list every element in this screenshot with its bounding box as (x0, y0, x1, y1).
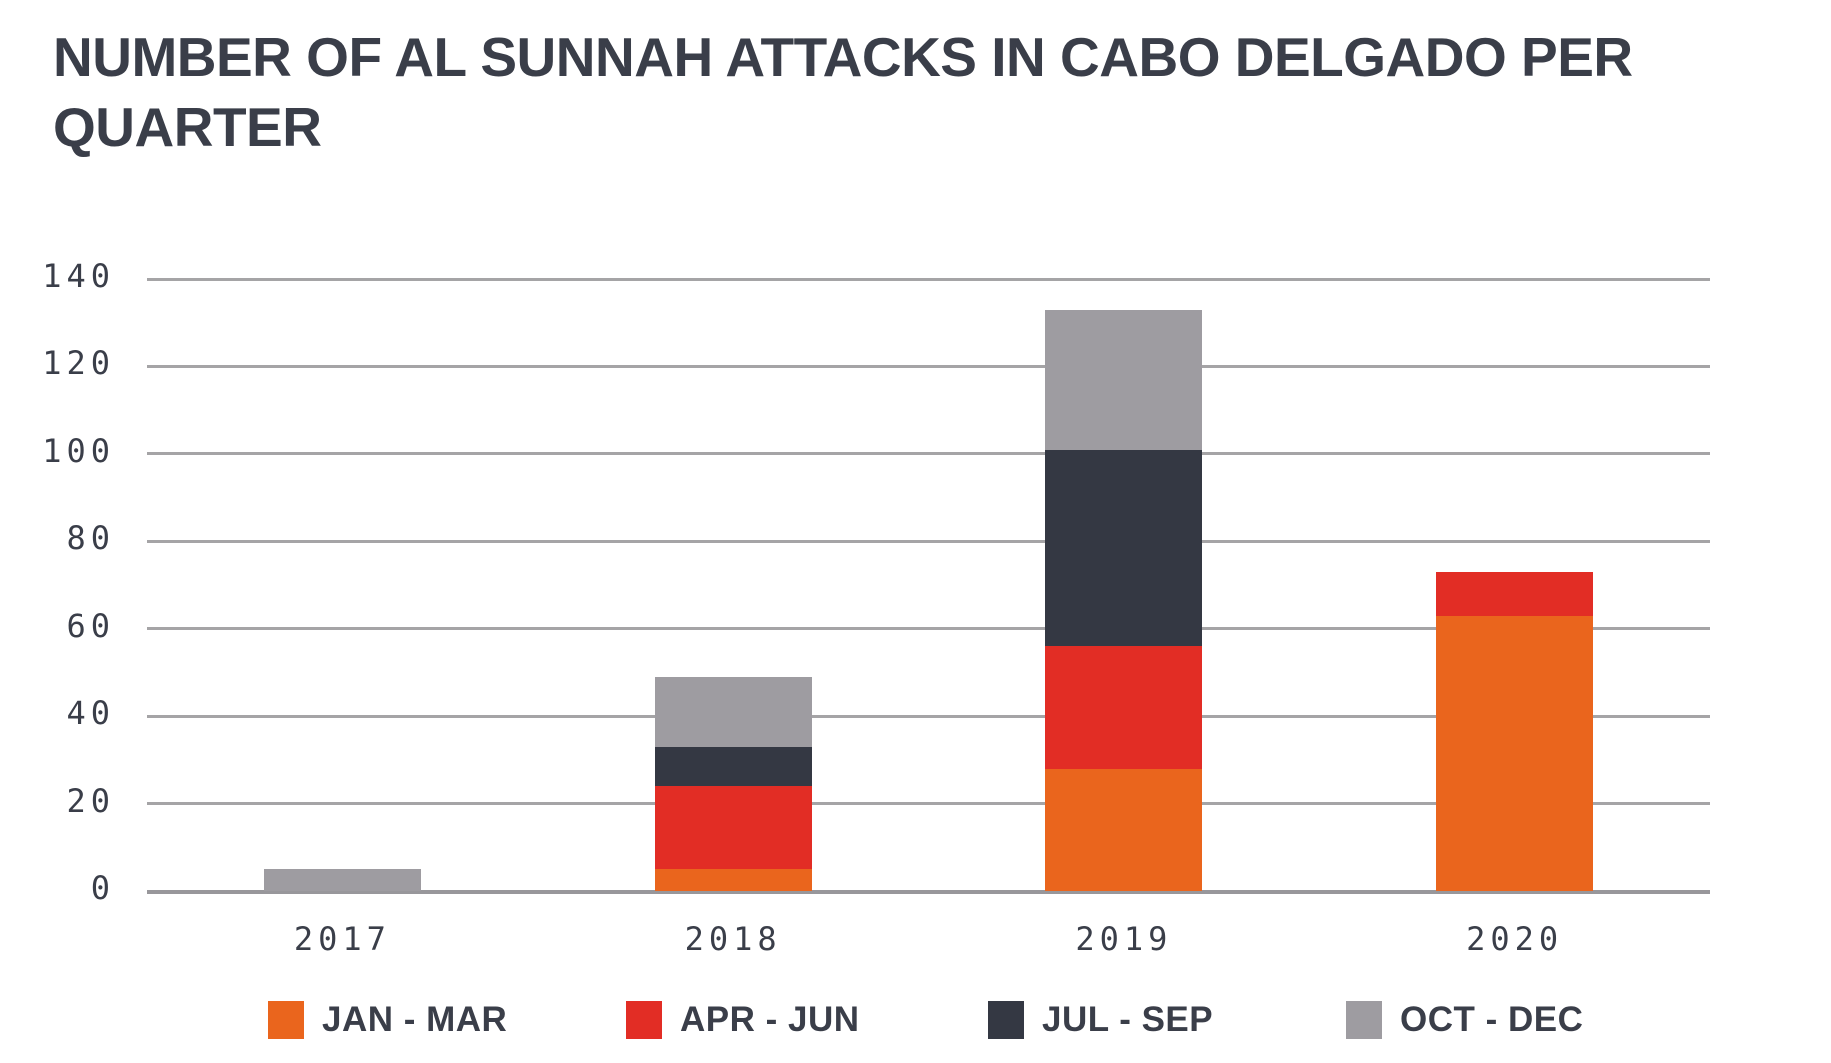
y-tick-label-140: 140 (42, 257, 115, 295)
y-tick-label-120: 120 (42, 344, 115, 383)
gridline-100 (147, 452, 1710, 456)
legend-item-jan-mar: JAN - MAR (268, 1000, 507, 1040)
bar-segment-2020-jan-mar (1436, 615, 1594, 891)
y-tick-label-0: 0 (90, 869, 115, 907)
gridline-20 (147, 802, 1710, 806)
y-tick-label-60: 60 (66, 606, 115, 645)
legend-label: OCT - DEC (1400, 1000, 1584, 1039)
legend-swatch-icon (988, 1001, 1024, 1039)
bar-segment-2017-oct-dec (263, 869, 421, 891)
bar-2020 (1436, 571, 1594, 891)
bar-2019 (1045, 309, 1203, 891)
gridline-60 (147, 627, 1710, 631)
legend-item-apr-jun: APR - JUN (626, 1000, 860, 1040)
x-tick-label-2018: 2018 (684, 920, 782, 958)
gridline-140 (147, 277, 1710, 281)
gridline-120 (147, 364, 1710, 368)
bar-segment-2018-jul-sep (654, 746, 812, 787)
bar-segment-2019-apr-jun (1045, 646, 1203, 769)
legend-swatch-icon (1346, 1001, 1382, 1039)
bar-segment-2019-jul-sep (1045, 449, 1203, 647)
bar-segment-2020-apr-jun (1436, 571, 1594, 616)
legend-item-jul-sep: JUL - SEP (988, 1000, 1213, 1040)
gridline-0 (147, 889, 1710, 894)
gridline-40 (147, 714, 1710, 718)
x-tick-label-2019: 2019 (1075, 920, 1173, 958)
bar-segment-2019-oct-dec (1045, 309, 1203, 450)
legend-label: JUL - SEP (1042, 1000, 1214, 1039)
bar-segment-2018-oct-dec (654, 676, 812, 747)
bar-2017 (263, 869, 421, 891)
legend-item-oct-dec: OCT - DEC (1346, 1000, 1583, 1040)
bar-2018 (654, 676, 812, 891)
x-tick-label-2020: 2020 (1466, 920, 1564, 958)
legend-label: APR - JUN (680, 1000, 860, 1039)
gridline-80 (147, 539, 1710, 543)
bar-segment-2019-jan-mar (1045, 768, 1203, 891)
y-tick-label-100: 100 (42, 431, 115, 470)
bar-segment-2018-jan-mar (654, 869, 812, 891)
chart-title: NUMBER OF AL SUNNAH ATTACKS IN CABO DELG… (53, 26, 1633, 158)
bar-segment-2018-apr-jun (654, 786, 812, 870)
legend-swatch-icon (626, 1001, 662, 1039)
y-tick-label-80: 80 (66, 519, 115, 558)
legend-swatch-icon (268, 1001, 304, 1039)
plot-area (147, 277, 1710, 894)
x-tick-label-2017: 2017 (293, 920, 391, 958)
legend-label: JAN - MAR (322, 1000, 508, 1039)
y-tick-label-20: 20 (66, 781, 115, 820)
y-tick-label-40: 40 (66, 694, 115, 733)
